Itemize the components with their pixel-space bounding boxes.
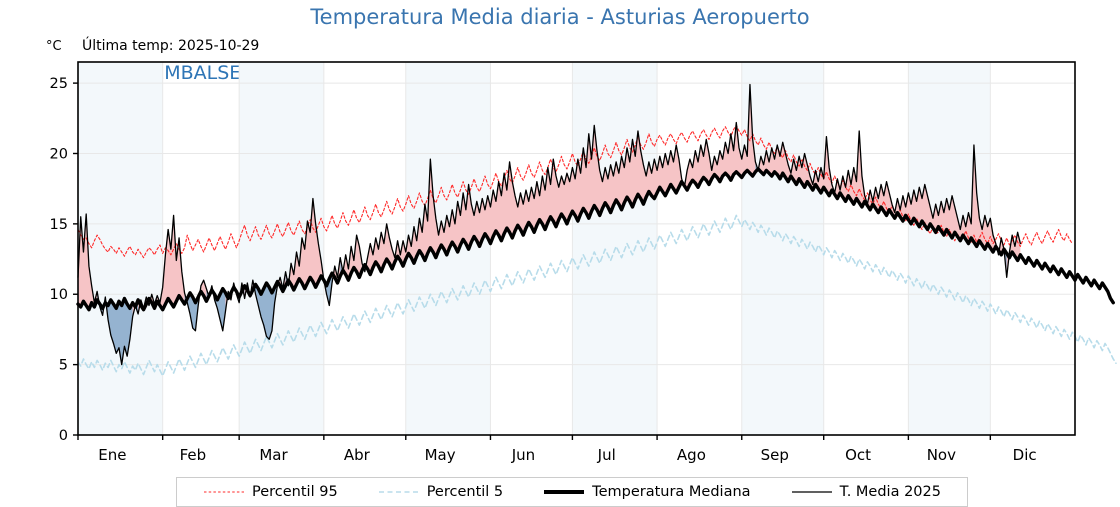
legend-item-1[interactable]: Percentil 5 <box>378 484 503 500</box>
last-temp-label: Última temp: 2025-10-29 <box>82 38 260 54</box>
anomaly-fills <box>78 84 1021 365</box>
legend-label: Percentil 95 <box>252 484 338 500</box>
legend-item-3[interactable]: T. Media 2025 <box>791 484 941 500</box>
svg-text:5: 5 <box>59 358 68 374</box>
plot-axes <box>77 61 1076 436</box>
legend-label: T. Media 2025 <box>839 484 941 500</box>
svg-text:Abr: Abr <box>344 446 371 464</box>
svg-text:Mar: Mar <box>259 446 288 464</box>
svg-text:Jun: Jun <box>511 446 535 464</box>
x-axis-ticks: Ene Feb Mar Abr May Jun Jul Ago Sep Oct Nov Dic <box>77 435 1037 464</box>
svg-text:Feb: Feb <box>180 446 207 464</box>
y-axis-unit-label: °C <box>46 39 62 54</box>
svg-text:Jul: Jul <box>597 446 616 464</box>
page-title: Temperatura Media diaria - Asturias Aero… <box>310 5 810 29</box>
svg-text:25: 25 <box>50 76 68 92</box>
legend-line-sample <box>544 490 585 494</box>
chart-legend: Percentil 95 Percentil 5 Temperatura Media… <box>176 477 968 507</box>
svg-text:Oct: Oct <box>845 446 871 464</box>
svg-text:15: 15 <box>50 217 68 233</box>
legend-item-2[interactable]: Temperatura Mediana <box>543 484 751 500</box>
svg-text:Ene: Ene <box>98 446 126 464</box>
data-series <box>76 83 1117 377</box>
svg-text:20: 20 <box>50 146 68 162</box>
svg-text:Sep: Sep <box>761 446 789 464</box>
svg-text:0: 0 <box>59 428 68 444</box>
legend-item-0[interactable]: Percentil 95 <box>203 484 338 500</box>
svg-text:May: May <box>425 446 456 464</box>
legend-line-sample <box>378 491 419 493</box>
svg-text:Dic: Dic <box>1013 446 1037 464</box>
legend-line-sample <box>204 491 244 493</box>
svg-text:Ago: Ago <box>677 446 706 464</box>
svg-text:Nov: Nov <box>927 446 956 464</box>
svg-text:10: 10 <box>50 287 68 303</box>
legend-label: Percentil 5 <box>426 484 504 500</box>
legend-line-sample <box>791 491 832 493</box>
y-axis-ticks: 0 5 10 15 20 25 <box>50 76 78 444</box>
legend-label: Temperatura Mediana <box>592 484 751 500</box>
